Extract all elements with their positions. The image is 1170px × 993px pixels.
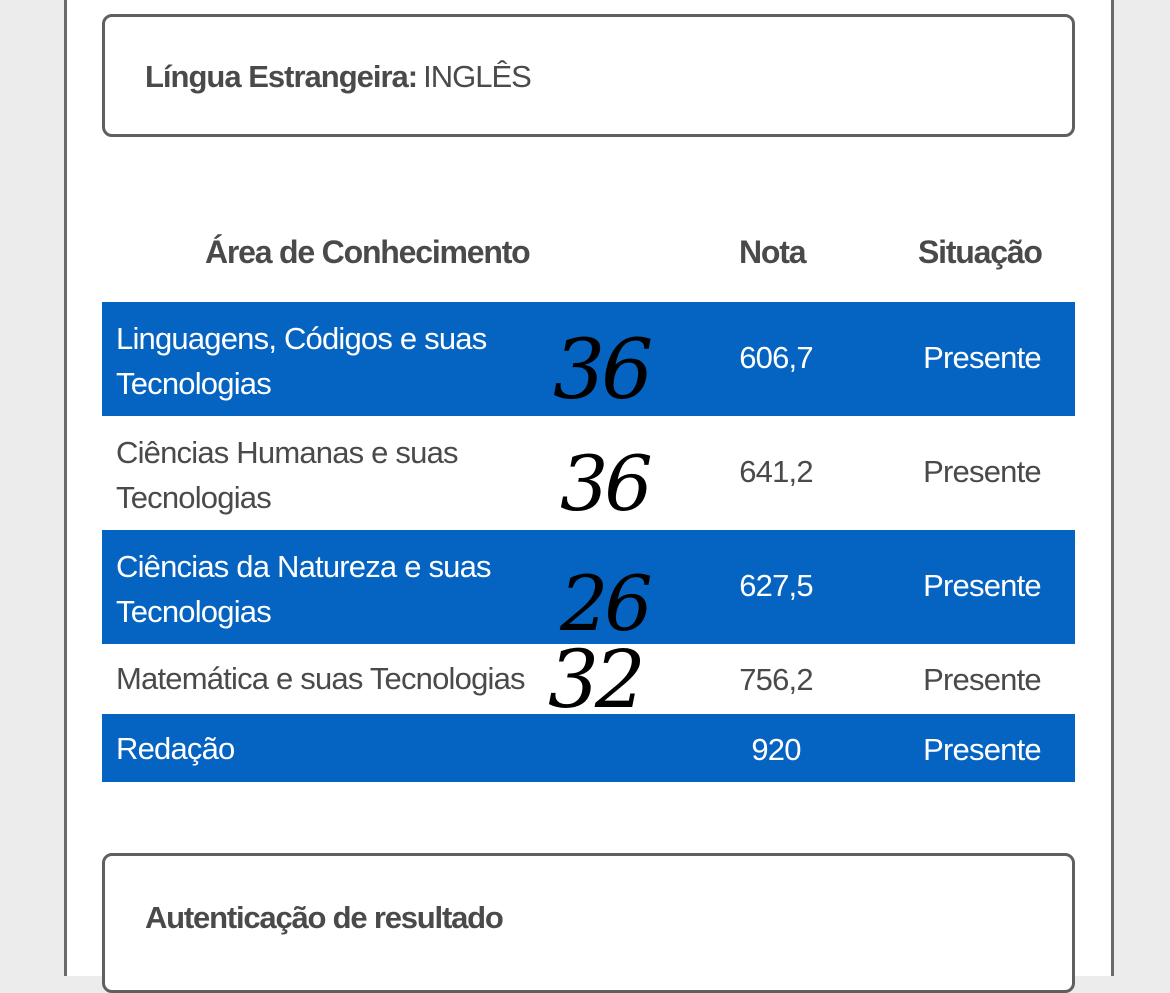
area-line-2: Tecnologias xyxy=(116,594,272,629)
area-cell: Ciências da Natureza e suas Tecnologias xyxy=(116,544,492,634)
situacao-cell: Presente xyxy=(923,568,1041,603)
header-nota: Nota xyxy=(739,234,807,270)
table-row: Linguagens, Códigos e suas Tecnologias 6… xyxy=(102,302,1075,416)
handwritten-count-1: 36 xyxy=(553,323,653,418)
foreign-language-box: Língua Estrangeira: INGLÊS xyxy=(102,14,1075,137)
table-row: Redação 920 Presente xyxy=(102,714,1075,782)
nota-cell: 641,2 xyxy=(739,454,813,489)
nota-cell: 606,7 xyxy=(739,340,813,375)
header-area: Área de Conhecimento xyxy=(205,234,531,270)
nota-cell: 756,2 xyxy=(739,662,813,697)
table-row: Ciências Humanas e suas Tecnologias 641,… xyxy=(102,416,1075,530)
situacao-cell: Presente xyxy=(923,454,1041,489)
authentication-box: Autenticação de resultado xyxy=(102,853,1075,993)
area-line-1: Ciências Humanas e suas xyxy=(116,435,459,470)
handwritten-count-2: 36 xyxy=(560,439,653,528)
foreign-language-label: Língua Estrangeira: xyxy=(145,59,418,94)
authentication-title: Autenticação de resultado xyxy=(145,900,504,935)
table-row: Ciências da Natureza e suas Tecnologias … xyxy=(102,530,1075,644)
foreign-language-text: Língua Estrangeira: INGLÊS xyxy=(145,59,532,95)
area-line-2: Tecnologias xyxy=(116,366,272,401)
area-line-1: Redação xyxy=(116,731,235,766)
situacao-cell: Presente xyxy=(923,732,1041,767)
area-cell: Matemática e suas Tecnologias xyxy=(116,656,526,701)
header-situacao: Situação xyxy=(918,234,1043,270)
area-line-1: Linguagens, Códigos e suas xyxy=(116,321,487,356)
nota-cell: 627,5 xyxy=(739,568,813,603)
situacao-cell: Presente xyxy=(923,662,1041,697)
area-cell: Redação xyxy=(116,726,235,771)
nota-cell: 920 xyxy=(751,732,801,767)
table-row: Matemática e suas Tecnologias 756,2 Pres… xyxy=(102,644,1075,714)
foreign-language-value: INGLÊS xyxy=(423,59,532,94)
handwritten-count-3: 26 xyxy=(560,559,653,648)
area-line-2: Tecnologias xyxy=(116,480,272,515)
area-cell: Ciências Humanas e suas Tecnologias xyxy=(116,430,459,520)
situacao-cell: Presente xyxy=(923,340,1041,375)
handwritten-count-4: 32 xyxy=(548,633,646,726)
area-line-1: Matemática e suas Tecnologias xyxy=(116,661,526,696)
area-line-1: Ciências da Natureza e suas xyxy=(116,549,492,584)
area-cell: Linguagens, Códigos e suas Tecnologias xyxy=(116,316,487,406)
